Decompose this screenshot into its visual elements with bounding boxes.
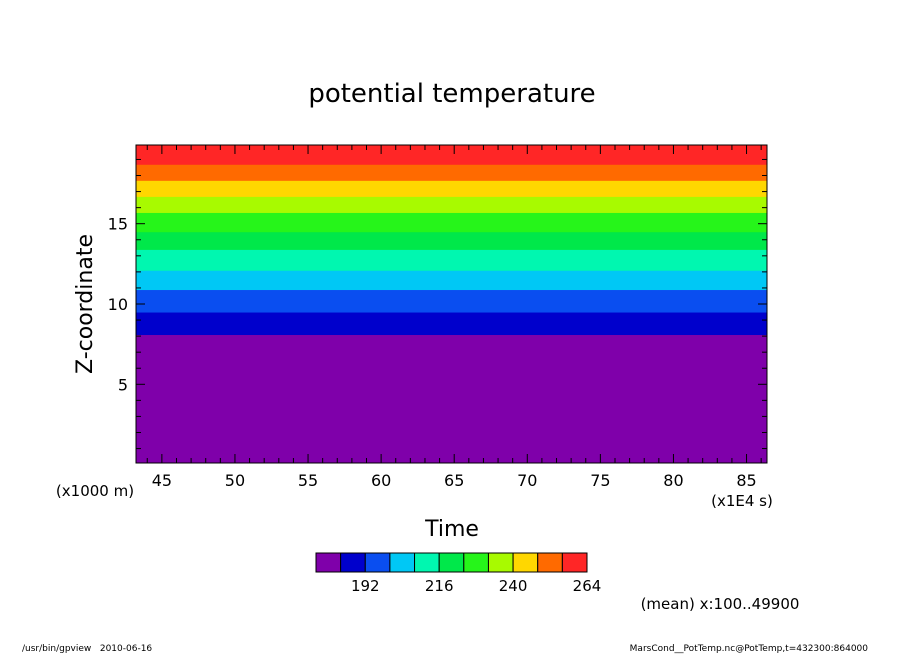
x-tick-label: 75 bbox=[590, 471, 610, 490]
colorbar-box-1 bbox=[340, 552, 366, 573]
y-axis-label: Z-coordinate bbox=[73, 234, 98, 374]
colorbar-box-0 bbox=[315, 552, 342, 573]
band-7 bbox=[136, 196, 767, 213]
axis-ticks bbox=[136, 145, 767, 463]
y-tick-label: 5 bbox=[118, 375, 128, 394]
band-2 bbox=[136, 289, 767, 313]
y-tick-labels: 5 10 15 bbox=[108, 215, 128, 395]
colorbar-box-6 bbox=[463, 552, 489, 573]
band-10 bbox=[136, 145, 767, 165]
x-tick-label: 70 bbox=[517, 471, 537, 490]
x-tick-label: 85 bbox=[736, 471, 756, 490]
band-8 bbox=[136, 180, 767, 197]
y-units: (x1000 m) bbox=[56, 482, 134, 500]
x-tick-label: 50 bbox=[225, 471, 245, 490]
colorbar-box-7 bbox=[487, 552, 514, 573]
x-tick-label: 65 bbox=[444, 471, 464, 490]
colorbar-box-8 bbox=[512, 552, 539, 573]
contour-bands bbox=[136, 145, 767, 464]
y-tick-label: 15 bbox=[108, 215, 128, 234]
plot-frame bbox=[135, 144, 768, 464]
band-6 bbox=[136, 212, 767, 233]
x-tick-label: 80 bbox=[663, 471, 683, 490]
colorbar-label: 240 bbox=[499, 577, 528, 595]
colorbar-box-3 bbox=[389, 552, 416, 573]
chart-title: potential temperature bbox=[308, 79, 595, 109]
y-tick-label: 10 bbox=[108, 295, 128, 314]
band-1 bbox=[136, 312, 767, 336]
colorbar-box-5 bbox=[438, 552, 465, 573]
x-tick-labels: 45 50 55 60 65 70 75 80 85 bbox=[152, 471, 757, 490]
colorbar-label: 216 bbox=[425, 577, 454, 595]
x-tick-label: 55 bbox=[298, 471, 318, 490]
x-tick-label: 60 bbox=[371, 471, 391, 490]
band-4 bbox=[136, 249, 767, 271]
colorbar-box-4 bbox=[414, 552, 440, 573]
colorbar-box-9 bbox=[537, 552, 563, 573]
footer-left: /usr/bin/gpview 2010-06-16 bbox=[22, 644, 152, 654]
band-0 bbox=[136, 334, 767, 464]
colorbar-label: 192 bbox=[351, 577, 380, 595]
colorbar-label: 264 bbox=[573, 577, 602, 595]
band-9 bbox=[136, 164, 767, 181]
colorbar-box-10 bbox=[561, 552, 588, 573]
mean-annotation: (mean) x:100..49900 bbox=[641, 595, 800, 613]
x-tick-label: 45 bbox=[152, 471, 172, 490]
x-axis-label: Time bbox=[424, 517, 479, 542]
x-units: (x1E4 s) bbox=[711, 492, 773, 510]
band-3 bbox=[136, 270, 767, 291]
colorbar: 192 216 240 264 bbox=[315, 552, 602, 595]
footer-right: MarsCond__PotTemp.nc@PotTemp,t=432300:86… bbox=[630, 644, 869, 654]
band-5 bbox=[136, 231, 767, 250]
colorbar-box-2 bbox=[364, 552, 391, 573]
